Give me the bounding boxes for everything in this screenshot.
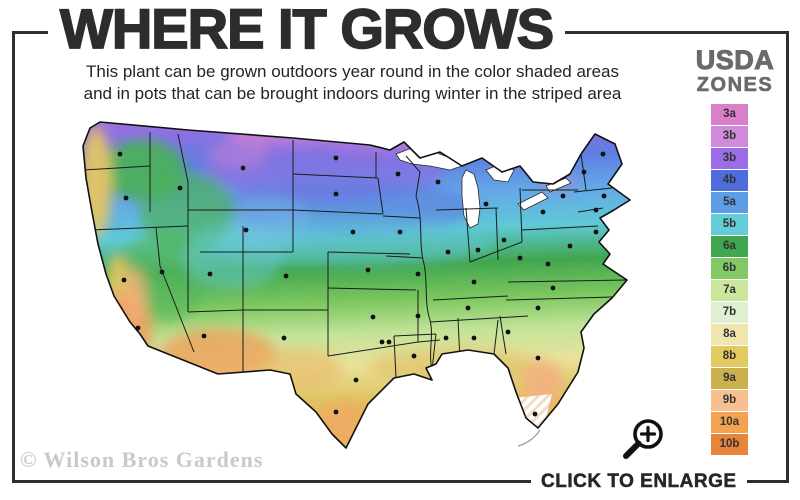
zone-swatch-9b: 9b xyxy=(711,390,748,411)
legend-title-usda: USDA xyxy=(695,45,775,75)
florida-keys xyxy=(517,429,541,447)
zone-swatch-4b: 4b xyxy=(711,170,748,191)
map-zone-shading xyxy=(83,122,630,448)
zone-swatch-5a: 5a xyxy=(711,192,748,213)
zone-swatch-6a: 6a xyxy=(711,236,748,257)
subtitle-line-1: This plant can be grown outdoors year ro… xyxy=(86,62,619,81)
city-dots xyxy=(117,151,607,417)
subtitle-line-2: and in pots that can be brought indoors … xyxy=(83,84,622,104)
zone-swatch-9a: 9a xyxy=(711,368,748,389)
us-hardiness-zone-map xyxy=(82,121,631,449)
magnifier-plus-icon[interactable] xyxy=(612,414,676,472)
zone-swatch-6b: 6b xyxy=(711,258,748,279)
zone-swatch-8a: 8a xyxy=(711,324,748,345)
legend-title: USDA ZONES xyxy=(688,45,782,97)
zone-swatch-10a: 10a xyxy=(711,412,748,433)
zone-swatch-7a: 7a xyxy=(711,280,748,301)
zone-swatch-3b: 3b xyxy=(711,126,748,147)
zone-swatch-5b: 5b xyxy=(711,214,748,235)
us-outline xyxy=(82,121,631,449)
page-title: WHERE IT GROWS xyxy=(48,0,566,58)
zone-legend: 3a 3b 3b 4b 5a 5b 6a 6b 7a 7b 8a 8b 9a 9… xyxy=(711,104,748,456)
legend-title-zones: ZONES xyxy=(696,74,774,97)
subtitle: This plant can be grown outdoors year ro… xyxy=(30,61,675,106)
zone-swatch-10b: 10b xyxy=(711,434,748,455)
watermark: © Wilson Bros Gardens xyxy=(20,447,264,472)
click-to-enlarge-label[interactable]: CLICK TO ENLARGE xyxy=(531,471,747,493)
zone-swatch-7b: 7b xyxy=(711,302,748,323)
zone-swatch-8b: 8b xyxy=(711,346,748,367)
zone-swatch-3b-2: 3b xyxy=(711,148,748,169)
zone-swatch-3a: 3a xyxy=(711,104,748,125)
